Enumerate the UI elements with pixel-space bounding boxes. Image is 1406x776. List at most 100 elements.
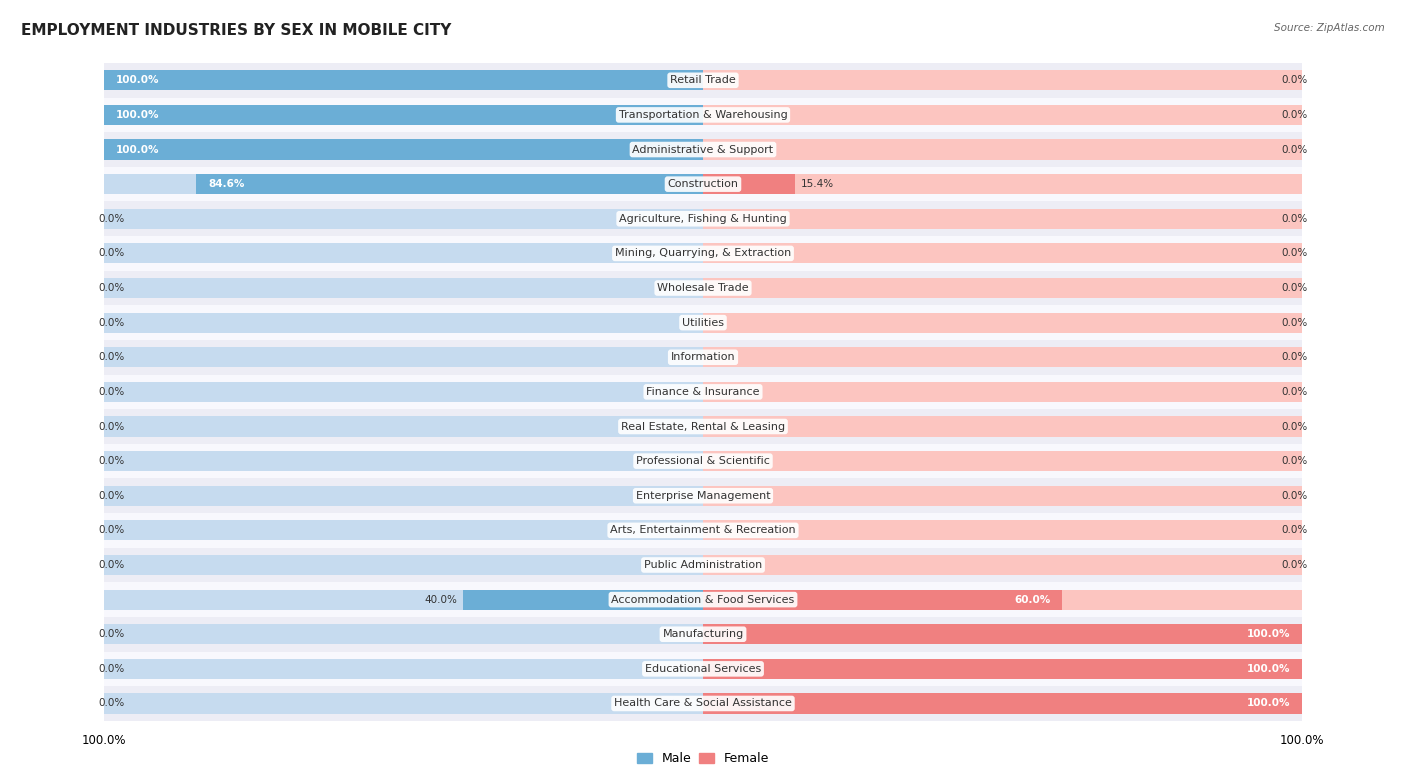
Bar — [703, 382, 1302, 402]
Text: 0.0%: 0.0% — [1282, 248, 1308, 258]
Text: 0.0%: 0.0% — [98, 698, 124, 708]
Text: 0.0%: 0.0% — [1282, 421, 1308, 431]
Bar — [703, 659, 1302, 679]
Bar — [104, 340, 1302, 375]
Text: Utilities: Utilities — [682, 317, 724, 327]
Bar — [703, 174, 1302, 194]
Bar — [703, 417, 1302, 437]
Bar — [104, 444, 1302, 479]
Text: 0.0%: 0.0% — [1282, 525, 1308, 535]
Bar — [703, 624, 1302, 644]
Text: Health Care & Social Assistance: Health Care & Social Assistance — [614, 698, 792, 708]
Bar — [104, 409, 1302, 444]
Bar — [104, 686, 1302, 721]
Text: 0.0%: 0.0% — [98, 352, 124, 362]
Text: 0.0%: 0.0% — [98, 421, 124, 431]
Text: 40.0%: 40.0% — [425, 594, 457, 605]
Text: EMPLOYMENT INDUSTRIES BY SEX IN MOBILE CITY: EMPLOYMENT INDUSTRIES BY SEX IN MOBILE C… — [21, 23, 451, 38]
Bar — [703, 555, 1302, 575]
Bar — [104, 174, 703, 194]
Text: 15.4%: 15.4% — [801, 179, 834, 189]
Text: Real Estate, Rental & Leasing: Real Estate, Rental & Leasing — [621, 421, 785, 431]
Bar — [104, 140, 703, 160]
Text: Educational Services: Educational Services — [645, 663, 761, 674]
Bar — [104, 105, 703, 125]
Bar — [197, 174, 703, 194]
Legend: Male, Female: Male, Female — [631, 747, 775, 771]
Bar — [703, 313, 1302, 333]
Text: 0.0%: 0.0% — [98, 629, 124, 639]
Bar — [104, 313, 703, 333]
Bar — [703, 659, 1302, 679]
Text: 0.0%: 0.0% — [98, 456, 124, 466]
Bar — [703, 347, 1302, 367]
Bar — [703, 486, 1302, 506]
Bar — [703, 244, 1302, 263]
Text: Enterprise Management: Enterprise Management — [636, 490, 770, 501]
Bar — [104, 202, 1302, 236]
Bar — [104, 167, 1302, 202]
Bar — [104, 71, 703, 90]
Bar — [104, 105, 703, 125]
Text: Source: ZipAtlas.com: Source: ZipAtlas.com — [1274, 23, 1385, 33]
Bar — [104, 555, 703, 575]
Bar — [703, 590, 1063, 610]
Text: 0.0%: 0.0% — [98, 490, 124, 501]
Text: 100.0%: 100.0% — [1247, 629, 1291, 639]
Text: 0.0%: 0.0% — [98, 248, 124, 258]
Bar — [703, 590, 1302, 610]
Text: Professional & Scientific: Professional & Scientific — [636, 456, 770, 466]
Bar — [703, 71, 1302, 90]
Bar — [104, 347, 703, 367]
Bar — [104, 694, 703, 713]
Text: Accommodation & Food Services: Accommodation & Food Services — [612, 594, 794, 605]
Bar — [703, 624, 1302, 644]
Bar — [104, 71, 703, 90]
Text: Mining, Quarrying, & Extraction: Mining, Quarrying, & Extraction — [614, 248, 792, 258]
Bar — [703, 694, 1302, 713]
Text: Transportation & Warehousing: Transportation & Warehousing — [619, 110, 787, 120]
Text: Wholesale Trade: Wholesale Trade — [657, 283, 749, 293]
Bar — [703, 209, 1302, 229]
Bar — [703, 278, 1302, 298]
Text: 0.0%: 0.0% — [1282, 560, 1308, 570]
Bar — [104, 652, 1302, 686]
Text: 84.6%: 84.6% — [208, 179, 245, 189]
Bar — [104, 132, 1302, 167]
Bar — [104, 513, 1302, 548]
Text: 0.0%: 0.0% — [1282, 387, 1308, 397]
Bar — [104, 375, 1302, 409]
Text: Construction: Construction — [668, 179, 738, 189]
Bar — [104, 417, 703, 437]
Bar — [703, 174, 796, 194]
Text: Administrative & Support: Administrative & Support — [633, 144, 773, 154]
Bar — [104, 244, 703, 263]
Text: 100.0%: 100.0% — [115, 144, 159, 154]
Bar — [104, 548, 1302, 582]
Bar — [104, 236, 1302, 271]
Text: Finance & Insurance: Finance & Insurance — [647, 387, 759, 397]
Bar — [104, 617, 1302, 652]
Bar — [104, 278, 703, 298]
Bar — [104, 486, 703, 506]
Text: 0.0%: 0.0% — [98, 560, 124, 570]
Bar — [104, 209, 703, 229]
Bar — [104, 305, 1302, 340]
Text: Agriculture, Fishing & Hunting: Agriculture, Fishing & Hunting — [619, 213, 787, 223]
Text: Retail Trade: Retail Trade — [671, 75, 735, 85]
Text: 100.0%: 100.0% — [1247, 663, 1291, 674]
Text: 0.0%: 0.0% — [1282, 352, 1308, 362]
Bar — [104, 624, 703, 644]
Text: 0.0%: 0.0% — [98, 387, 124, 397]
Text: 0.0%: 0.0% — [1282, 213, 1308, 223]
Bar — [104, 451, 703, 471]
Text: 100.0%: 100.0% — [115, 110, 159, 120]
Text: 0.0%: 0.0% — [1282, 317, 1308, 327]
Text: 0.0%: 0.0% — [98, 213, 124, 223]
Text: 60.0%: 60.0% — [1014, 594, 1050, 605]
Text: 0.0%: 0.0% — [1282, 456, 1308, 466]
Bar — [104, 140, 703, 160]
Text: 0.0%: 0.0% — [1282, 283, 1308, 293]
Text: Public Administration: Public Administration — [644, 560, 762, 570]
Bar — [703, 521, 1302, 540]
